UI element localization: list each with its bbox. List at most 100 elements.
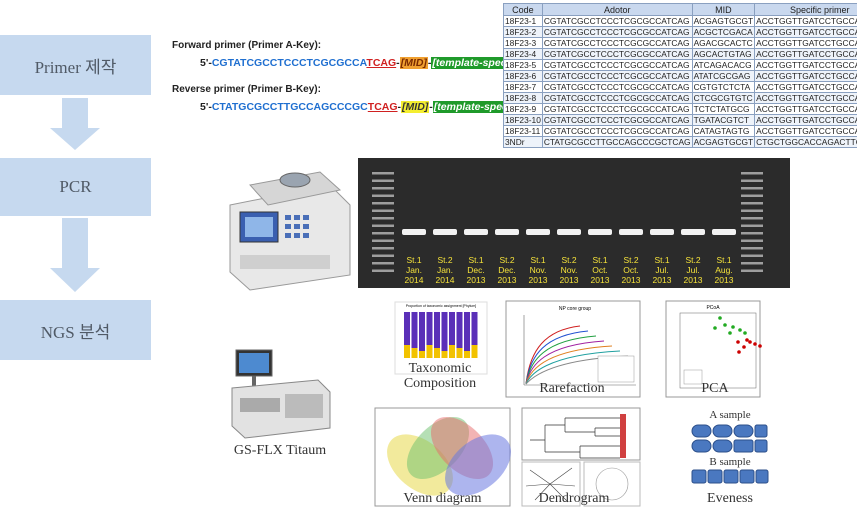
table-cell: CGTATCGCCTCCCTCGCGCCATCAG — [541, 37, 693, 49]
lane-label-line: St.1 — [654, 255, 670, 265]
table-row: 18F23-5 CGTATCGCCTCCCTCGCGCCATCAG ATCAGACA… — [503, 59, 857, 71]
lane-label-line: 2013 — [559, 275, 579, 285]
primer-segment: [MID] — [399, 57, 428, 69]
table-cell: 18F23-10 — [503, 114, 543, 126]
sequencer — [231, 349, 331, 439]
taxonomic-thumbnail: Proportion of taxonomic assignment [Phyl… — [394, 301, 488, 375]
lane-label-line: Dec. — [498, 265, 516, 275]
ladder-band — [741, 224, 763, 227]
point — [736, 340, 740, 344]
gel-band — [681, 229, 705, 235]
table-cell: ACGCTCGACA — [691, 26, 756, 38]
header-cell: Specific primer — [754, 3, 857, 16]
gel-band — [650, 229, 674, 235]
table-cell: ACCTGGTTGATCCTGCCAGTAG — [754, 125, 857, 137]
thumb-bar — [471, 312, 478, 358]
ladder-band — [741, 209, 763, 212]
gel-band — [619, 229, 643, 235]
primer-segment: TCAG — [366, 57, 397, 69]
table-cell: 18F23-7 — [503, 81, 543, 93]
thumb-bar — [434, 348, 440, 358]
ladder-band — [372, 209, 394, 212]
rarefaction-thumbnail: NP core group — [505, 300, 641, 398]
lane-label: St.2 Dec. 2013 — [492, 255, 522, 285]
table-cell: CGTATCGCCTCCCTCGCGCCATCAG — [541, 81, 693, 93]
point — [743, 331, 747, 335]
primer-segment: 5'- — [200, 57, 212, 69]
step-box: Primer 제작 — [0, 35, 151, 95]
primer-segment: CGTATCGCCTCCCTCGCGCCA — [211, 57, 367, 69]
thumb-bar — [471, 345, 478, 358]
step-box: NGS 분석 — [0, 300, 151, 360]
table-cell: 18F23-11 — [503, 125, 543, 137]
analysis-label: Venn diagram — [403, 491, 482, 506]
table-row: 18F23-10 CGTATCGCCTCCCTCGCGCCATCAG TGATACG… — [503, 114, 857, 126]
table-cell: CGTATCGCCTCCCTCGCGCCATCAG — [541, 114, 693, 126]
analysis-label: Dendrogram — [538, 491, 610, 506]
header-cell: MID — [691, 3, 756, 16]
point — [728, 331, 732, 335]
table-cell: AGCACTGTAG — [691, 48, 756, 60]
ladder-band — [741, 202, 763, 205]
primer-segment: - — [397, 101, 402, 113]
table-row: 3NDr CTATGCGCCTTGCCAGCCCGCTCAG ACGAGTGCGT C… — [503, 136, 857, 148]
table-cell: CGTATCGCCTCCCTCGCGCCATCAG — [541, 15, 693, 27]
lane-label-line: 2013 — [497, 275, 517, 285]
table-cell: ATATCGCGAG — [691, 70, 756, 82]
table-cell: CTATGCGCCTTGCCAGCCCGCTCAG — [541, 136, 693, 148]
table-cell: 18F23-2 — [503, 26, 543, 38]
lane-label-line: St.2 — [499, 255, 515, 265]
point — [718, 316, 722, 320]
gel-band — [464, 229, 488, 235]
point — [731, 325, 735, 329]
primer-segment: [MID] — [401, 101, 430, 113]
point — [758, 344, 762, 348]
table-row: 18F23-6 CGTATCGCCTCCCTCGCGCCATCAG ATATCGCG… — [503, 70, 857, 82]
lane-label-line: 2014 — [404, 275, 424, 285]
dendrogram-thumbnail — [521, 407, 641, 507]
step-box: PCR — [0, 158, 151, 216]
table-cell: ACCTGGTTGATCCTGCCAGTAG — [754, 59, 857, 71]
primer-segment: 5'- — [200, 101, 212, 113]
lane-label-line: Jul. — [655, 265, 669, 275]
lane-label-line: St.2 — [685, 255, 701, 265]
curve — [525, 350, 621, 385]
lane-label-line: Jul. — [686, 265, 700, 275]
point — [748, 340, 752, 344]
table-cell: ACCTGGTTGATCCTGCCAGTAG — [754, 37, 857, 49]
lane-label-line: 2013 — [528, 275, 548, 285]
table-cell: CGTATCGCCTCCCTCGCGCCATCAG — [541, 92, 693, 104]
ladder-band — [372, 194, 394, 197]
table-cell: ACCTGGTTGATCCTGCCAGTAG — [754, 81, 857, 93]
table-cell: ATCAGACACG — [691, 59, 756, 71]
gel-band — [526, 229, 550, 235]
gel-band — [495, 229, 519, 235]
gel-band — [712, 229, 736, 235]
table-row: 18F23-1 CGTATCGCCTCCCTCGCGCCATCAG ACGAGTGC… — [503, 15, 857, 27]
primer-segment: - — [427, 57, 432, 69]
lane-label-line: St.2 — [561, 255, 577, 265]
curve — [525, 345, 613, 385]
thumb-bar — [426, 345, 433, 358]
thumb-bar — [419, 312, 425, 358]
thumb-bar — [419, 351, 425, 358]
primer-segment: - — [396, 57, 400, 69]
gel-band — [402, 229, 426, 235]
table-row: 18F23-2 CGTATCGCCTCCCTCGCGCCATCAG ACGCTCGA… — [503, 26, 857, 38]
table-cell: CGTATCGCCTCCCTCGCGCCATCAG — [541, 70, 693, 82]
table-cell: 18F23-5 — [503, 59, 543, 71]
lane-label-line: St.1 — [716, 255, 732, 265]
lane-label-line: Dec. — [467, 265, 485, 275]
ladder-band — [741, 262, 763, 265]
analysis-label: Taxonomic Composition — [385, 361, 495, 391]
table-cell: 18F23-6 — [503, 70, 543, 82]
header-cell: Adotor — [541, 3, 693, 16]
table-row: 18F23-4 CGTATCGCCTCCCTCGCGCCATCAG AGCACTGT… — [503, 48, 857, 60]
table-cell: 18F23-3 — [503, 37, 543, 49]
analysis-label: Rarefaction — [539, 381, 605, 396]
table-cell: 18F23-8 — [503, 92, 543, 104]
ladder-band — [372, 232, 394, 235]
table-cell: ACCTGGTTGATCCTGCCAGTAG — [754, 114, 857, 126]
lane-label-line: Aug. — [715, 265, 733, 275]
